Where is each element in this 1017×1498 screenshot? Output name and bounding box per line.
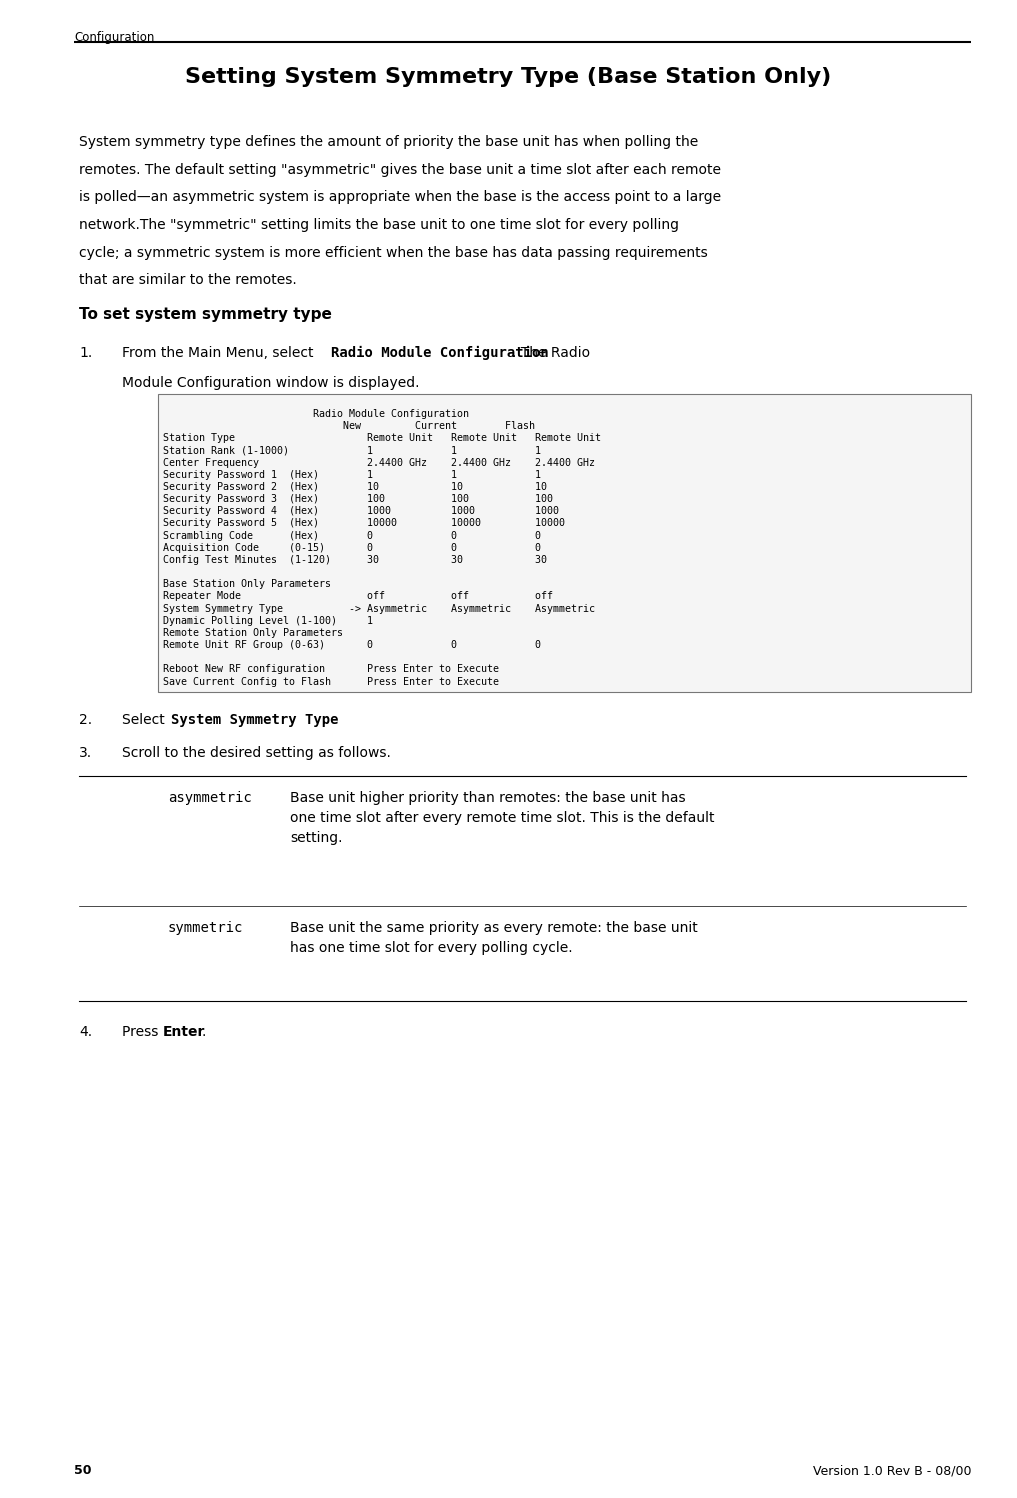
Text: 50: 50 bbox=[74, 1464, 92, 1477]
Text: network.The "symmetric" setting limits the base unit to one time slot for every : network.The "symmetric" setting limits t… bbox=[79, 217, 679, 232]
Text: Base unit higher priority than remotes: the base unit has
one time slot after ev: Base unit higher priority than remotes: … bbox=[290, 791, 714, 845]
Text: Security Password 1  (Hex)        1             1             1: Security Password 1 (Hex) 1 1 1 bbox=[163, 470, 541, 479]
Text: Station Rank (1-1000)             1             1             1: Station Rank (1-1000) 1 1 1 bbox=[163, 445, 541, 455]
Text: Station Type                      Remote Unit   Remote Unit   Remote Unit: Station Type Remote Unit Remote Unit Rem… bbox=[163, 433, 601, 443]
Text: Base Station Only Parameters: Base Station Only Parameters bbox=[163, 580, 331, 589]
Text: Repeater Mode                     off           off           off: Repeater Mode off off off bbox=[163, 592, 552, 602]
Text: Center Frequency                  2.4400 GHz    2.4400 GHz    2.4400 GHz: Center Frequency 2.4400 GHz 2.4400 GHz 2… bbox=[163, 457, 595, 467]
Text: Acquisition Code     (0-15)       0             0             0: Acquisition Code (0-15) 0 0 0 bbox=[163, 542, 541, 553]
Text: Module Configuration window is displayed.: Module Configuration window is displayed… bbox=[122, 376, 420, 389]
Text: Base unit the same priority as every remote: the base unit
has one time slot for: Base unit the same priority as every rem… bbox=[290, 921, 698, 956]
Text: Scrambling Code      (Hex)        0             0             0: Scrambling Code (Hex) 0 0 0 bbox=[163, 530, 541, 541]
Text: Security Password 2  (Hex)        10            10            10: Security Password 2 (Hex) 10 10 10 bbox=[163, 482, 547, 491]
Text: Press: Press bbox=[122, 1025, 163, 1038]
Text: Select: Select bbox=[122, 713, 169, 727]
Text: Dynamic Polling Level (1-100)     1: Dynamic Polling Level (1-100) 1 bbox=[163, 616, 372, 626]
Text: .: . bbox=[201, 1025, 205, 1038]
Text: Setting System Symmetry Type (Base Station Only): Setting System Symmetry Type (Base Stati… bbox=[185, 67, 832, 87]
Text: symmetric: symmetric bbox=[168, 921, 243, 935]
FancyBboxPatch shape bbox=[158, 394, 971, 692]
Text: Scroll to the desired setting as follows.: Scroll to the desired setting as follows… bbox=[122, 746, 391, 759]
Text: asymmetric: asymmetric bbox=[168, 791, 251, 804]
Text: Security Password 4  (Hex)        1000          1000          1000: Security Password 4 (Hex) 1000 1000 1000 bbox=[163, 506, 558, 517]
Text: 3.: 3. bbox=[79, 746, 93, 759]
Text: Security Password 5  (Hex)        10000         10000         10000: Security Password 5 (Hex) 10000 10000 10… bbox=[163, 518, 564, 529]
Text: Version 1.0 Rev B - 08/00: Version 1.0 Rev B - 08/00 bbox=[813, 1464, 971, 1477]
Text: 1.: 1. bbox=[79, 346, 93, 360]
Text: Configuration: Configuration bbox=[74, 31, 155, 45]
Text: 2.: 2. bbox=[79, 713, 93, 727]
Text: Radio Module Configuration: Radio Module Configuration bbox=[163, 409, 469, 419]
Text: From the Main Menu, select: From the Main Menu, select bbox=[122, 346, 318, 360]
Text: remotes. The default setting "asymmetric" gives the base unit a time slot after : remotes. The default setting "asymmetric… bbox=[79, 162, 721, 177]
Text: Save Current Config to Flash      Press Enter to Execute: Save Current Config to Flash Press Enter… bbox=[163, 677, 498, 686]
Text: Radio Module Configuration: Radio Module Configuration bbox=[331, 346, 548, 360]
Text: cycle; a symmetric system is more efficient when the base has data passing requi: cycle; a symmetric system is more effici… bbox=[79, 246, 708, 259]
Text: Remote Station Only Parameters: Remote Station Only Parameters bbox=[163, 628, 343, 638]
Text: System Symmetry Type: System Symmetry Type bbox=[171, 713, 339, 727]
Text: Remote Unit RF Group (0-63)       0             0             0: Remote Unit RF Group (0-63) 0 0 0 bbox=[163, 640, 541, 650]
Text: Reboot New RF configuration       Press Enter to Execute: Reboot New RF configuration Press Enter … bbox=[163, 665, 498, 674]
Text: Config Test Minutes  (1-120)      30            30            30: Config Test Minutes (1-120) 30 30 30 bbox=[163, 554, 547, 565]
Text: System Symmetry Type           -> Asymmetric    Asymmetric    Asymmetric: System Symmetry Type -> Asymmetric Asymm… bbox=[163, 604, 595, 614]
Text: Enter: Enter bbox=[163, 1025, 205, 1038]
Text: . The Radio: . The Radio bbox=[512, 346, 590, 360]
Text: To set system symmetry type: To set system symmetry type bbox=[79, 307, 333, 322]
Text: that are similar to the remotes.: that are similar to the remotes. bbox=[79, 273, 297, 288]
Text: 4.: 4. bbox=[79, 1025, 93, 1038]
Text: is polled—an asymmetric system is appropriate when the base is the access point : is polled—an asymmetric system is approp… bbox=[79, 190, 721, 204]
Text: Security Password 3  (Hex)        100           100           100: Security Password 3 (Hex) 100 100 100 bbox=[163, 494, 552, 505]
Text: System symmetry type defines the amount of priority the base unit has when polli: System symmetry type defines the amount … bbox=[79, 135, 699, 148]
Text: New         Current        Flash: New Current Flash bbox=[163, 421, 535, 431]
Text: .: . bbox=[321, 713, 325, 727]
